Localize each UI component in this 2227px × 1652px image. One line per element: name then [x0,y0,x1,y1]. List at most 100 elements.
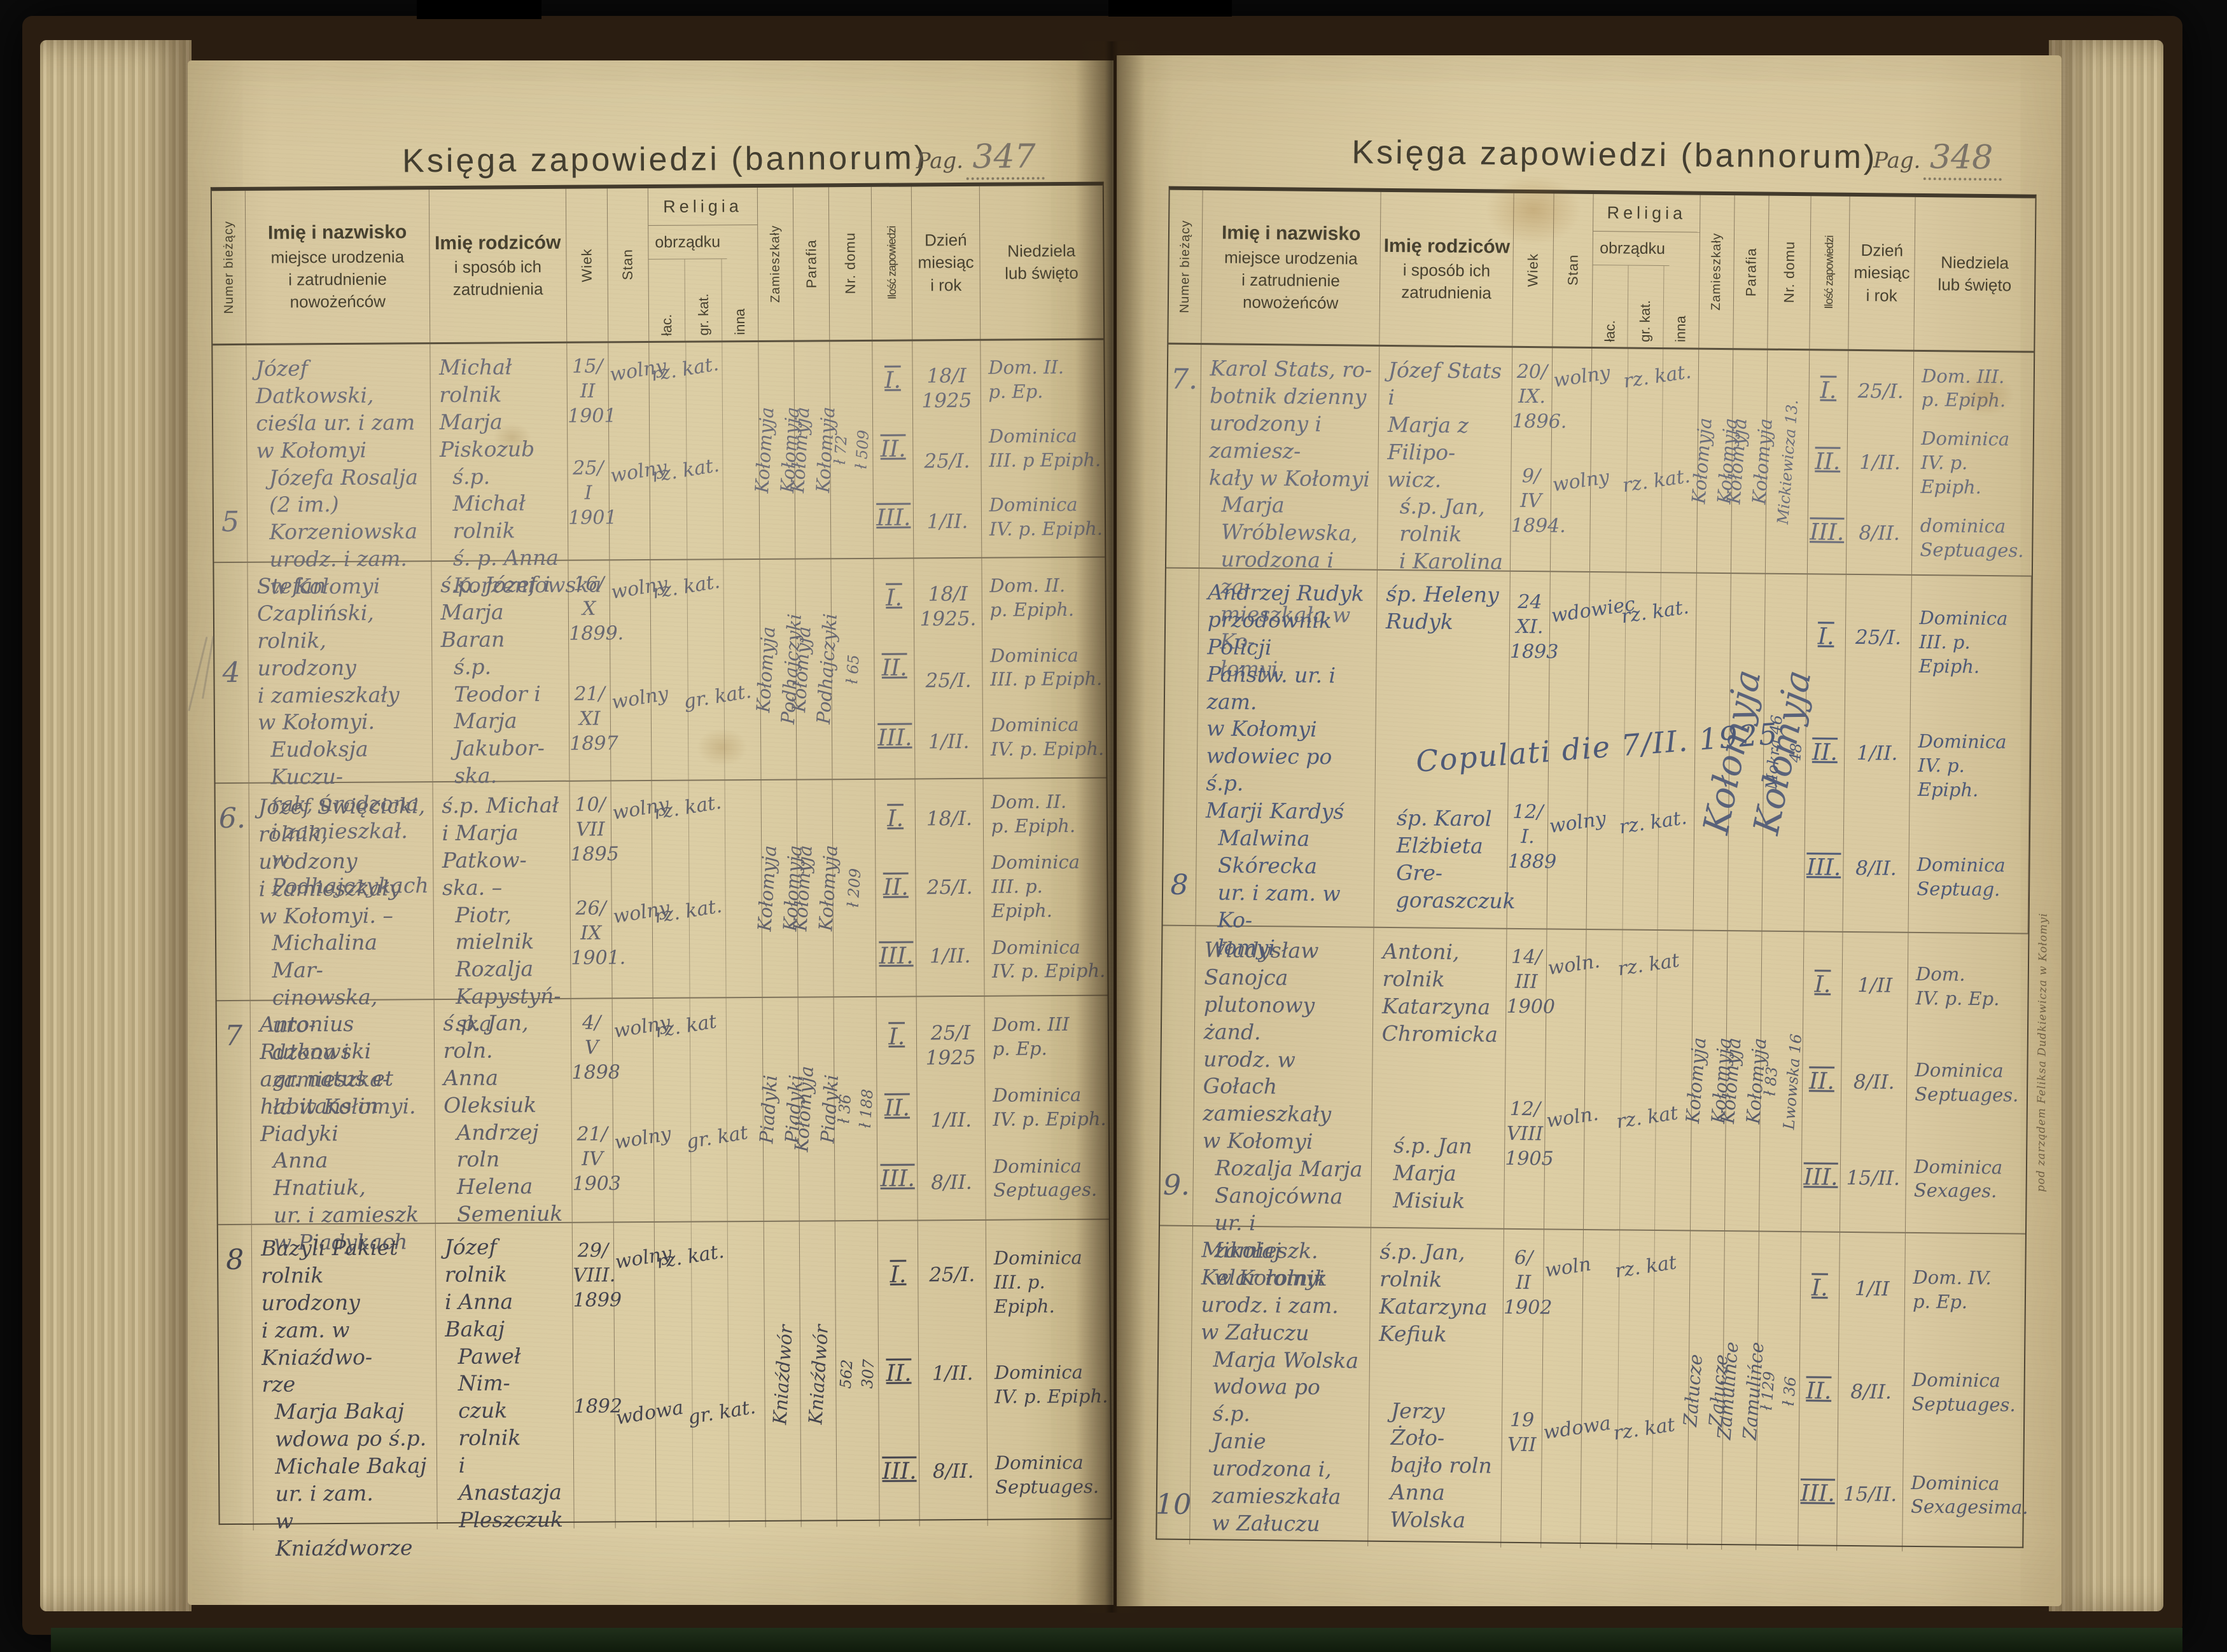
bann-sunday: Dom. III p. Ep. [992,1013,1070,1060]
header-line: lub święto [1937,275,2012,295]
bann-sunday: Dominica IV. p. Epiph. [1917,730,2007,801]
cell-ilosc: I. II. III. [1798,1232,1840,1551]
table-header-row: Numer bieżący Imię i nazwisko miejsce urod… [211,185,1104,346]
entry-number: 7. [1170,363,1198,396]
cell-names: Stefan Czapliński, rolnik, urodzony i zami… [248,562,433,898]
religia-label: Religia [648,187,758,226]
bride-age: 26/IX 1901. [571,897,626,969]
cell-dom: ł 83 Lwowska 16 [1759,931,1805,1232]
groom-entry: ś.p. Jan, rolnik Katarzyna Kefiuk [1379,1239,1488,1347]
register-row: 5 Józef Datkowski, cieśla ur. i zam w Kołomy… [213,340,1105,599]
bann-date: 1/II. [930,1108,972,1132]
cell-dzien: 25/I. 1/II. 8/II. [918,1220,988,1527]
bann-number: II. [1806,1377,1832,1405]
bann-sunday: Dominica III. p. Epiph. [1918,607,2008,677]
parafia-entry: Kniaźdwór [804,1324,832,1425]
cell-parafia: Kołomyja Piadyki [790,997,842,1221]
groom-age: 10/VII 1895 [570,793,619,866]
cell-names: Bazyli Pakiet rolnik urodzony i zam. w Kni… [251,1224,438,1560]
groom-entry: Mikołaj Kelar rolnik urodz. i zam. w Załucz… [1200,1237,1339,1345]
header-line: zatrudnienia [452,279,543,300]
scan-notch [417,0,541,19]
groom-entry: Józef Datkowski, cieśla ur. i zam w Kołomyi [255,356,415,463]
groom-entry: ś.p. Józef i Marja Baran [440,571,551,652]
bann-number: I. [1820,377,1837,404]
bann-sunday: Dominica Sexagesima. [1910,1471,2028,1518]
bann-number: III. [877,725,912,751]
bride-age: 12/I. 1889 [1507,801,1557,873]
bann-sunday: Dom. II. p. Ep. [988,356,1065,403]
column-header-parafia: Parafia [793,187,830,340]
cell-dzien: 25/I. 1/II. 8/II. [1843,574,1913,932]
bann-sunday: Dominica Septuag. [1916,854,2006,901]
dom-entry: Lwowska 16 [1779,1032,1805,1130]
bann-sunday: Dominica Septuages. [995,1452,1100,1498]
column-header-relg: Religia obrządku łac. gr. kat. inna [648,187,759,341]
bann-number: III. [879,943,914,969]
table-header-row: Numer bieżący Imię i nazwisko miejsce urod… [1168,190,2035,353]
column-header-label: Stan [1564,254,1581,286]
bann-sunday: Dominica III. p. Epiph. [991,851,1080,922]
dom-entry: ł 188 [856,1088,877,1129]
page-number: 347 [966,137,1045,180]
bride-entry: Andrzej roln Helena Semeniuk [456,1119,563,1227]
column-header-wiek: Wiek [1512,193,1554,347]
bann-number: III. [880,1165,915,1192]
bann-date: 8/II. [1855,856,1897,880]
cell-dzien: 25/I 1925 1/II. 8/II. [916,996,986,1220]
column-header-relg: Religia obrządku łac. gr. kat. inna [1592,194,1701,348]
register-row: 7 Antonius Rutkowski agr. natus et habitans … [216,996,1109,1255]
cell-nied: Dom. III. p. Epiph. Dominica IV. p. Epiph. d… [1912,352,2034,576]
entry-number: 6. [218,802,246,835]
zam-entry: Załucze [1679,1353,1707,1427]
groom-entry: Stefan Czapliński, rolnik, urodzony i zami… [256,573,400,735]
groom-entry: ś.p. Michał i Marja Patkow-ska. – [442,792,559,900]
bann-date: 25/I. [925,669,972,692]
bann-number: II. [881,655,907,681]
cell-nied: Dom. II. p. Epiph. Dominica III. p Epiph. Do… [982,558,1106,778]
entry-number: 4 [222,656,241,690]
cell-relg: rz. kat. rz. kat. [1590,349,1699,573]
right-page: Księga zapowiedzi (bannorum) Pag. 348 Nu… [1109,50,2069,1611]
entry-number: 10 [1155,1488,1192,1521]
dom-entry: ł 509 [852,429,873,470]
column-header-dom: Nr. domu [828,186,873,340]
column-header-label: Zamieszkały [768,225,783,303]
column-header-grkat: gr. kat. [1627,265,1664,348]
bride-entry: śp. Karol Elżbieta Gre-goraszczuk [1395,805,1516,914]
cell-parafia: Kołomyja Kołomyja [1717,931,1770,1231]
bride-entry: ś.p. Teodor i Marja Jakubor-ska. [453,654,545,789]
cell-wiek: 6/II 1902 19 VII [1501,1229,1553,1548]
cell-stan: wolny wdowa [613,1222,685,1529]
groom-age: 20/IX. 1896. [1512,360,1567,433]
bann-number: III. [1810,519,1845,546]
cell-numer: 7 [216,1001,252,1225]
bann-number: III. [1800,1480,1836,1507]
pag-label: Pag. [916,148,964,174]
header-line: Imię rodziców [1383,235,1511,258]
cell-stan: wolny wolny [608,342,669,560]
header-line: miejsce urodzenia [270,246,405,267]
zam-entry: Kniaźdwór [768,1324,797,1426]
groom-entry: Józef Święcicki, rolnik, urodzony i zamies… [258,793,426,929]
bann-sunday: Dominica Septuages. [993,1155,1098,1202]
column-header-label: Nr. domu [1780,241,1798,303]
cell-parents: ś.p. Jan, roln. Anna Oleksiuk Andrzej roln… [434,999,573,1226]
bride-entry: Jerzy Żoło-bajło roln Anna Wolska [1390,1398,1492,1533]
cell-relg: rz. kat. rz. kat. [652,780,763,997]
groom-entry: Antoni, rolnik Katarzyna Chromicka [1381,938,1498,1047]
entry-number: 9. [1162,1169,1190,1202]
cell-dzien: 18/I. 25/I. 1/II. [915,779,985,996]
cell-parafia: Kołomyja Kołomyja [1722,350,1777,573]
bann-date: 25/I. [1855,626,1902,649]
cell-wiek: 15/II 1901 25/I 1901 [567,343,617,560]
cell-stan: wolny wolny [611,781,671,998]
cell-stan: wolny wolny [610,560,670,781]
left-page-stack-edge [40,40,192,1611]
column-header-label: Parafia [802,239,820,288]
bann-number: II. [1808,1067,1835,1095]
bride-age: 19 VII [1507,1408,1537,1457]
cell-dom: ł 72 ł 509 [830,341,874,559]
groom-age: 6/II 1902 [1503,1246,1553,1319]
cell-dom: ł 65 [831,559,876,779]
